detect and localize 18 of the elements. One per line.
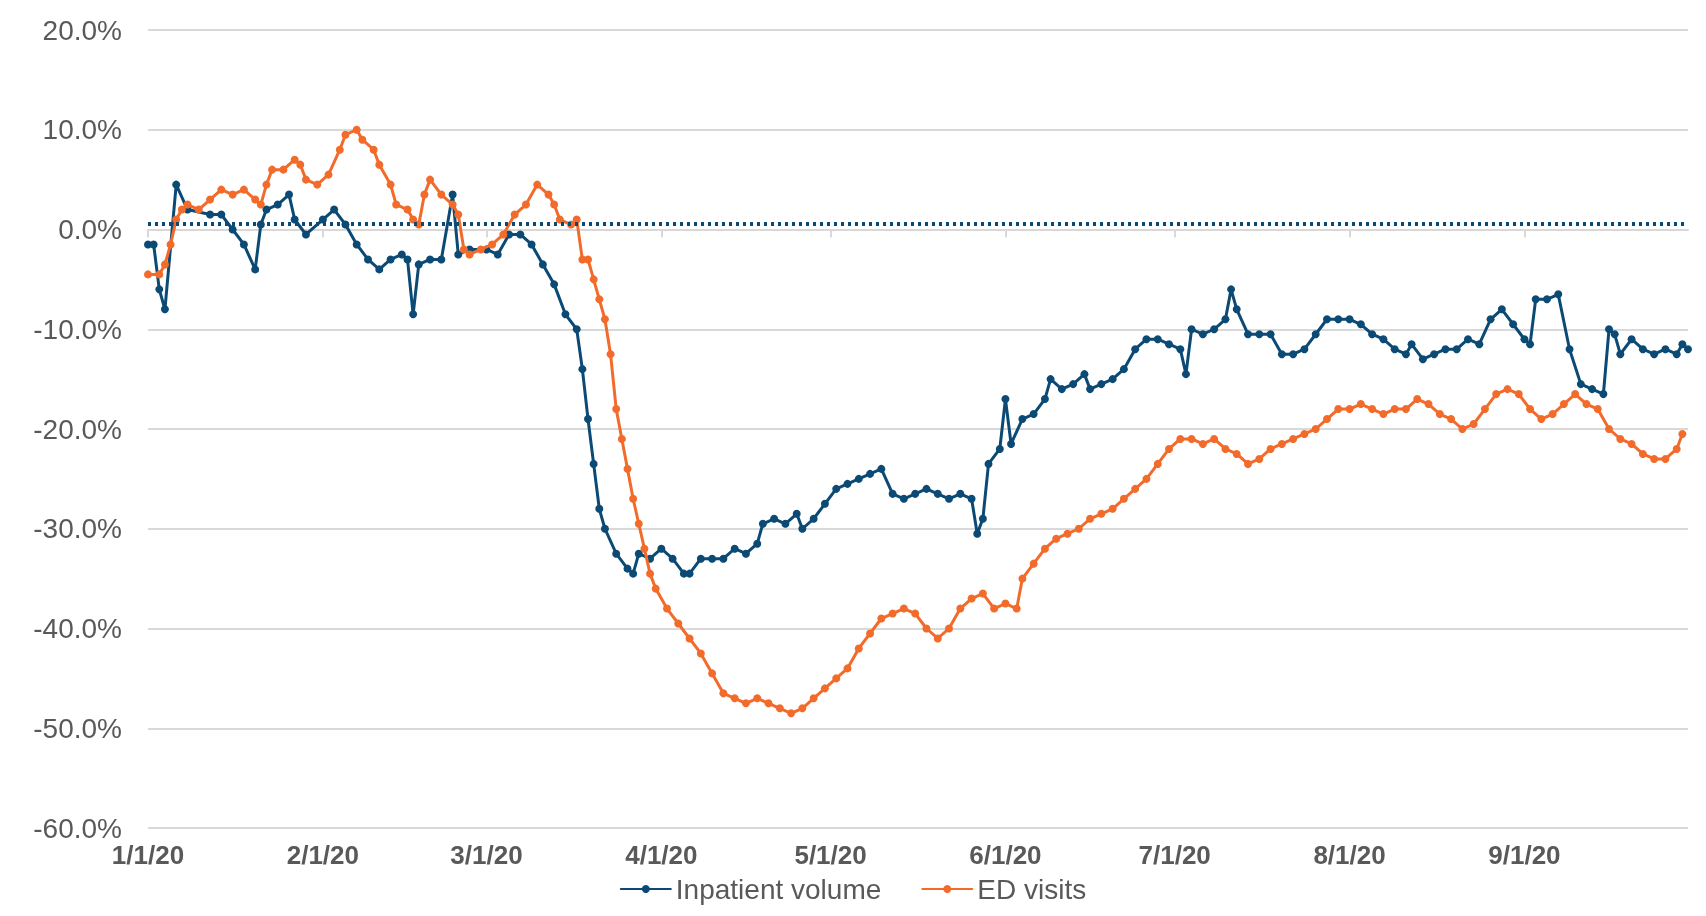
x-tick-label: 3/1/20 (450, 840, 523, 870)
legend-label: Inpatient volume (675, 873, 882, 905)
legend-label: ED visits (977, 873, 1087, 905)
x-tick-label: 4/1/20 (625, 840, 698, 870)
y-tick-label: -10.0% (33, 313, 122, 345)
x-tick-label: 7/1/20 (1138, 840, 1211, 870)
x-tick-label: 8/1/20 (1313, 840, 1386, 870)
y-tick-label: -20.0% (33, 413, 122, 445)
y-tick-label: -40.0% (33, 613, 122, 644)
x-tick-label: 5/1/20 (794, 840, 867, 870)
y-tick-label: -50.0% (33, 712, 122, 744)
x-tick-label: 2/1/20 (286, 840, 360, 870)
x-tick-label: 6/1/20 (969, 840, 1042, 870)
y-tick-label: 10.0% (42, 114, 122, 146)
x-tick-label: 9/1/20 (1488, 840, 1561, 870)
y-tick-label: 0.0% (58, 214, 122, 245)
y-tick-label: 20.0% (42, 14, 122, 46)
y-tick-label: -30.0% (33, 513, 122, 545)
